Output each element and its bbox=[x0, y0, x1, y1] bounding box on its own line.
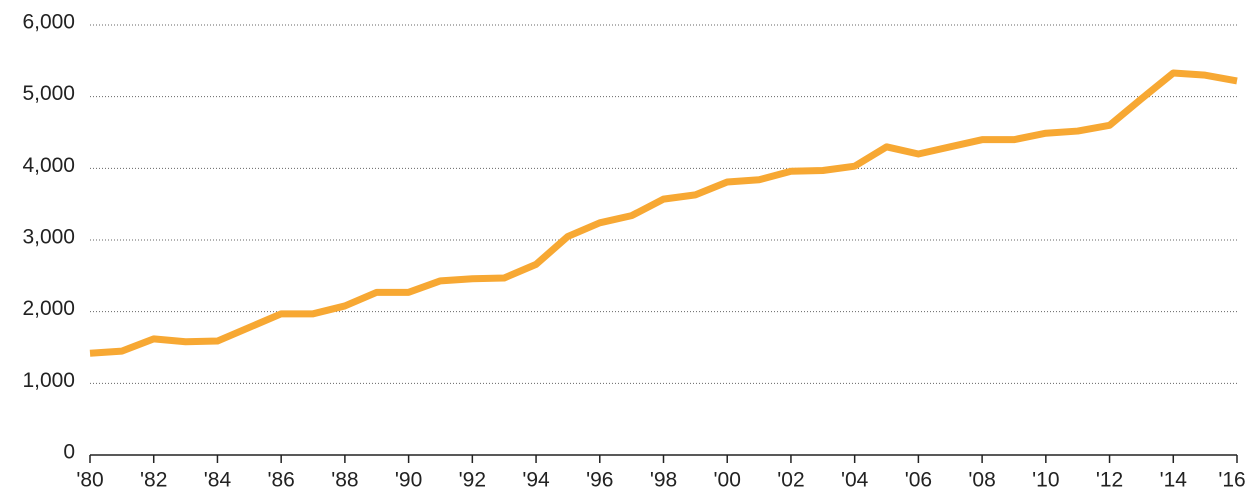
x-tick-label: '16 bbox=[1218, 469, 1245, 492]
x-tick-label: '98 bbox=[650, 469, 677, 492]
x-tick-label: '06 bbox=[905, 469, 932, 492]
x-tick-label: '84 bbox=[204, 469, 232, 492]
x-tick-label: '00 bbox=[714, 469, 741, 492]
x-tick-label: '80 bbox=[76, 469, 103, 492]
x-tick-label: '88 bbox=[331, 469, 358, 492]
x-tick-label: '04 bbox=[841, 469, 869, 492]
data-line bbox=[89, 69, 1238, 357]
x-tick-label: '90 bbox=[395, 469, 422, 492]
x-tick-label: '08 bbox=[968, 469, 995, 492]
y-tick-label: 3,000 bbox=[22, 226, 75, 249]
x-tick-label: '14 bbox=[1160, 469, 1188, 492]
y-tick-label: 0 bbox=[63, 441, 75, 464]
y-tick-label: 1,000 bbox=[22, 369, 75, 392]
x-tick-label: '12 bbox=[1096, 469, 1123, 492]
y-tick-label: 2,000 bbox=[22, 297, 75, 320]
x-tick-label: '94 bbox=[522, 469, 550, 492]
x-tick-label: '02 bbox=[777, 469, 804, 492]
x-tick-label: '96 bbox=[586, 469, 613, 492]
y-tick-label: 4,000 bbox=[22, 154, 75, 177]
x-tick-label: '92 bbox=[459, 469, 486, 492]
x-tick-label: '82 bbox=[140, 469, 167, 492]
y-tick-label: 5,000 bbox=[22, 82, 75, 105]
x-tick-label: '10 bbox=[1032, 469, 1059, 492]
x-tick-label: '86 bbox=[267, 469, 294, 492]
y-tick-label: 6,000 bbox=[22, 11, 75, 34]
